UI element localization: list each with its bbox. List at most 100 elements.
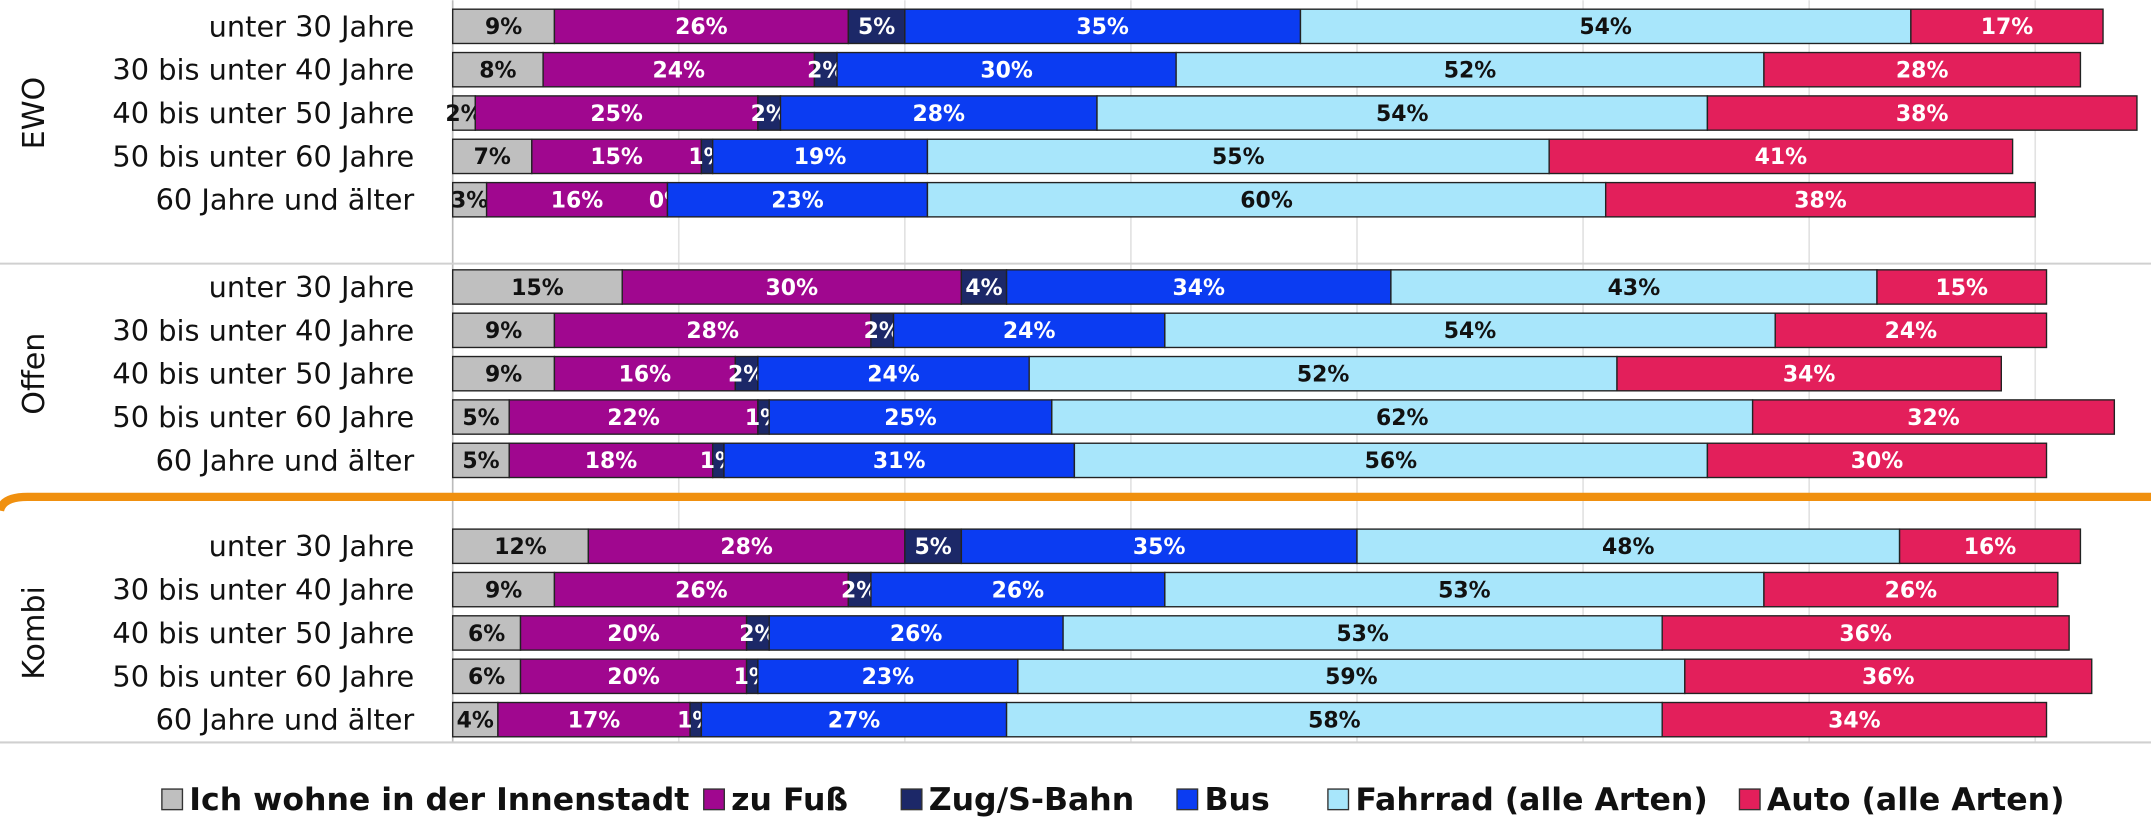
bar-segment — [452, 658, 522, 695]
category-label: 30 bis unter 40 Jahre — [112, 573, 414, 607]
data-label: 20% — [607, 622, 660, 647]
data-label: 35% — [1133, 535, 1186, 560]
bar-segment — [542, 51, 816, 88]
category-label: unter 30 Jahre — [209, 270, 415, 304]
bar-segment — [960, 528, 1358, 565]
bar-segment — [1005, 269, 1392, 305]
bar-segment — [531, 138, 703, 175]
bar-segment — [1661, 701, 2048, 738]
bar-segment — [1604, 181, 2036, 218]
data-label: 30% — [766, 276, 819, 301]
group-label: Kombi — [17, 586, 52, 680]
data-label: 54% — [1444, 319, 1497, 344]
group-label: Offen — [17, 333, 52, 415]
bar-segment — [1051, 399, 1754, 435]
bar-segment — [1774, 312, 2048, 349]
bar-segment — [519, 615, 748, 651]
bar-segment — [1706, 442, 2048, 479]
data-label: 16% — [619, 363, 672, 388]
bar-segment — [1005, 701, 1663, 738]
data-label: 36% — [1839, 622, 1892, 647]
category-label: 60 Jahre und älter — [156, 183, 415, 217]
bar-segment — [452, 181, 488, 218]
legend-label: Ich wohne in der Innenstadt — [189, 782, 689, 818]
bar-segment — [1763, 571, 2059, 608]
bar-segment — [1356, 528, 1901, 565]
data-label: 3% — [451, 189, 488, 214]
data-label: 18% — [585, 449, 638, 474]
data-label: 60% — [1240, 189, 1293, 214]
legend-swatch — [703, 788, 726, 811]
data-label: 43% — [1608, 276, 1661, 301]
bar-segment — [757, 658, 1019, 695]
group-label: EWO — [17, 77, 52, 150]
data-label: 31% — [873, 449, 926, 474]
bar-segment — [497, 701, 691, 738]
data-label: 34% — [1828, 709, 1881, 734]
data-label: 9% — [485, 319, 522, 344]
data-label: 9% — [485, 15, 522, 40]
data-label: 22% — [607, 406, 660, 431]
category-label: 50 bis unter 60 Jahre — [112, 139, 414, 173]
bar-segment — [519, 658, 748, 695]
data-label: 28% — [720, 535, 773, 560]
bar-segment — [474, 95, 759, 131]
data-label: 58% — [1308, 709, 1361, 734]
bar-segment — [960, 269, 1008, 305]
data-label: 16% — [1964, 535, 2017, 560]
category-label: 50 bis unter 60 Jahre — [112, 659, 414, 693]
data-label: 28% — [1896, 59, 1949, 84]
category-label: unter 30 Jahre — [209, 529, 415, 563]
bar-segment — [452, 138, 533, 175]
data-label: 38% — [1896, 102, 1949, 127]
data-label: 52% — [1297, 363, 1350, 388]
category-label: 60 Jahre und älter — [156, 703, 415, 737]
data-label: 15% — [511, 276, 564, 301]
bar-segment — [553, 8, 850, 45]
data-label: 53% — [1438, 578, 1491, 603]
bar-segment — [700, 701, 1008, 738]
data-label: 4% — [457, 709, 494, 734]
bar-segment — [452, 312, 556, 349]
data-label: 26% — [992, 578, 1045, 603]
bar-segment — [1763, 51, 2082, 88]
legend-label: Bus — [1204, 782, 1269, 818]
bar-segment — [904, 8, 1302, 45]
data-label: 56% — [1365, 449, 1418, 474]
legend-swatch — [900, 788, 923, 811]
category-label: 40 bis unter 50 Jahre — [112, 357, 414, 391]
data-label: 25% — [590, 102, 643, 127]
data-label: 15% — [1935, 276, 1988, 301]
data-label: 52% — [1444, 59, 1497, 84]
data-label: 34% — [1172, 276, 1225, 301]
data-label: 7% — [474, 145, 511, 170]
data-label: 16% — [551, 189, 604, 214]
bar-segment — [508, 442, 714, 479]
category-label: 40 bis unter 50 Jahre — [112, 96, 414, 130]
bar-segment — [1175, 51, 1765, 88]
bar-segment — [711, 138, 929, 175]
bar-segment — [452, 442, 510, 479]
category-label: unter 30 Jahre — [209, 9, 415, 43]
bar-segment — [508, 399, 759, 435]
data-label: 5% — [462, 449, 499, 474]
data-label: 34% — [1783, 363, 1836, 388]
legend-swatch — [1738, 788, 1761, 811]
bar-segment — [904, 528, 963, 565]
bar-segment — [836, 51, 1177, 88]
category-label: 40 bis unter 50 Jahre — [112, 616, 414, 650]
bar-segment — [452, 51, 544, 88]
data-label: 6% — [468, 622, 505, 647]
bar-segment — [757, 355, 1030, 392]
data-label: 32% — [1907, 406, 1960, 431]
data-label: 55% — [1212, 145, 1265, 170]
data-label: 20% — [607, 665, 660, 690]
data-label: 41% — [1755, 145, 1808, 170]
data-label: 19% — [794, 145, 847, 170]
bar-segment — [1751, 399, 2116, 435]
data-label: 53% — [1336, 622, 1389, 647]
data-label: 17% — [568, 709, 621, 734]
legend-label: zu Fuß — [731, 782, 848, 818]
data-label: 38% — [1794, 189, 1847, 214]
bar-segment — [1299, 8, 1912, 45]
